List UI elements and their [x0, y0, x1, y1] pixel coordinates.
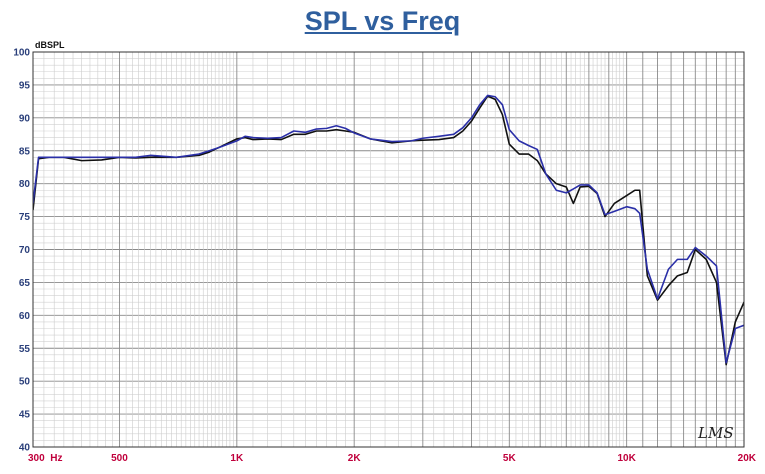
x-ticks: 300 Hz 500 1K 2K 5K 10K 20K	[28, 453, 757, 464]
y-tick-label: 50	[19, 377, 31, 388]
y-ticks: 40 45 50 55 60 65 70 75 80 85 90 95 100	[13, 48, 30, 454]
y-tick-label: 100	[13, 48, 30, 59]
plot-frame	[32, 51, 745, 448]
lms-watermark: LMS	[697, 424, 734, 442]
x-tick-label: 10K	[617, 453, 636, 464]
series-line-1	[33, 95, 744, 366]
y-tick-label: 85	[19, 146, 31, 157]
x-tick-label: 300 Hz	[28, 453, 62, 464]
y-tick-label: 80	[19, 179, 31, 190]
y-tick-label: 55	[19, 344, 31, 355]
series-layer	[33, 94, 744, 366]
x-tick-label: 20K	[738, 453, 757, 464]
series-line-2	[33, 94, 744, 364]
chart-title: SPL vs Freq	[304, 6, 461, 36]
y-tick-label: 75	[19, 212, 31, 223]
y-tick-label: 90	[19, 113, 31, 124]
y-tick-label: 95	[19, 80, 31, 91]
x-tick-label: 5K	[503, 453, 517, 464]
y-tick-label: 65	[19, 278, 31, 289]
y-axis-label: dBSPL	[35, 40, 65, 50]
y-tick-label: 45	[19, 410, 31, 421]
y-tick-label: 40	[19, 443, 31, 454]
x-tick-label: 2K	[348, 453, 362, 464]
y-tick-label: 70	[19, 245, 31, 256]
grid	[32, 51, 745, 448]
y-tick-label: 60	[19, 311, 31, 322]
x-tick-label: 1K	[230, 453, 244, 464]
x-tick-label: 500	[111, 453, 128, 464]
